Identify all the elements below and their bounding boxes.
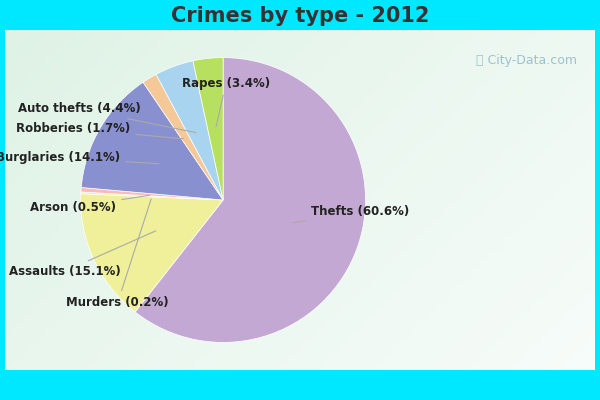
Wedge shape — [156, 61, 223, 200]
Wedge shape — [193, 58, 223, 200]
Text: Auto thefts (4.4%): Auto thefts (4.4%) — [18, 102, 196, 133]
Text: Burglaries (14.1%): Burglaries (14.1%) — [0, 151, 159, 164]
Wedge shape — [143, 74, 223, 200]
Wedge shape — [135, 58, 365, 342]
Text: Robberies (1.7%): Robberies (1.7%) — [16, 122, 184, 139]
Text: ⓘ City-Data.com: ⓘ City-Data.com — [476, 54, 577, 67]
Wedge shape — [81, 192, 223, 200]
Wedge shape — [81, 82, 223, 200]
Wedge shape — [81, 194, 223, 312]
Text: Thefts (60.6%): Thefts (60.6%) — [293, 205, 410, 223]
Text: Arson (0.5%): Arson (0.5%) — [31, 195, 149, 214]
Text: Murders (0.2%): Murders (0.2%) — [67, 199, 169, 309]
Text: Crimes by type - 2012: Crimes by type - 2012 — [171, 6, 429, 26]
Wedge shape — [81, 188, 223, 200]
Text: Assaults (15.1%): Assaults (15.1%) — [9, 231, 156, 278]
Text: Rapes (3.4%): Rapes (3.4%) — [182, 77, 270, 126]
